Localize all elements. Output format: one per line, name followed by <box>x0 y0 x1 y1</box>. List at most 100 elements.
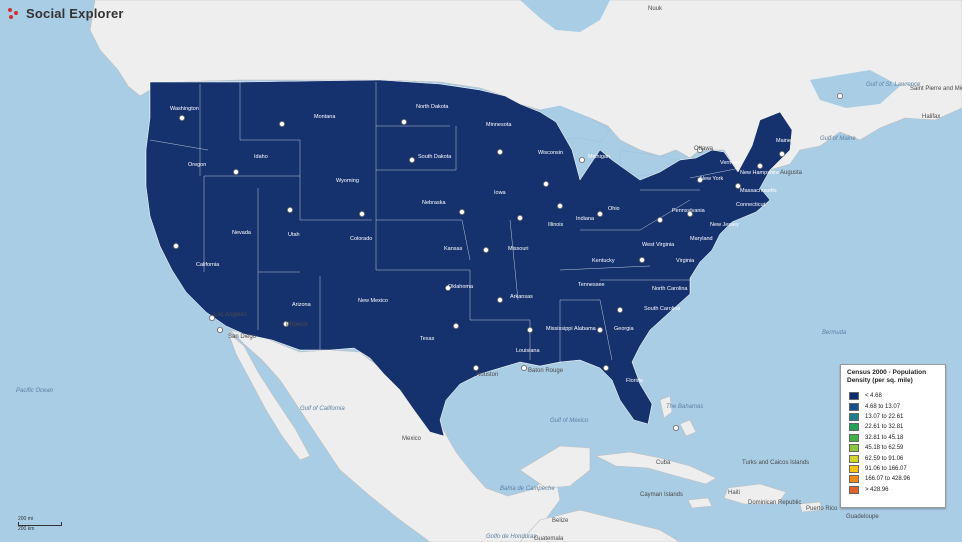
state-label: Arkansas <box>510 294 533 300</box>
hudson-bay <box>520 0 610 32</box>
city-label: Ottawa <box>694 146 714 152</box>
city-markers <box>172 93 844 431</box>
state-label: Arizona <box>292 302 312 308</box>
state-label: California <box>196 262 220 268</box>
state-label: Massachusetts <box>740 188 777 194</box>
state-label: Ohio <box>608 206 620 212</box>
state-label: Idaho <box>254 154 268 160</box>
state-label: Maine <box>776 138 791 144</box>
city-label: San Diego <box>228 334 257 340</box>
state-label: Michigan <box>588 154 610 160</box>
state-label: Indiana <box>576 216 595 222</box>
state-label: South Dakota <box>418 154 452 160</box>
state-label: Utah <box>288 232 300 238</box>
yucatan <box>519 445 591 489</box>
city-marker-icon <box>779 150 786 157</box>
city-marker-icon <box>579 156 586 163</box>
state-label: Washington <box>170 106 199 112</box>
city-marker-icon <box>543 180 550 187</box>
city-marker-icon <box>286 206 293 213</box>
city-marker-icon <box>458 208 465 215</box>
central-america <box>519 509 681 542</box>
state-label: Florida <box>626 378 644 384</box>
state-label: Kansas <box>444 246 463 252</box>
city-marker-icon <box>639 256 646 263</box>
state-label: Alabama <box>574 326 597 332</box>
city-marker-icon <box>517 214 524 221</box>
jamaica <box>687 497 713 509</box>
state-label: Kentucky <box>592 258 615 264</box>
state-label: Iowa <box>494 190 507 196</box>
state-label: New York <box>700 176 723 182</box>
state-label: Montana <box>314 114 336 120</box>
city-marker-icon <box>697 176 704 183</box>
state-boundaries <box>149 82 741 362</box>
city-marker-icon <box>452 322 459 329</box>
state-label: North Carolina <box>652 286 688 292</box>
city-marker-icon <box>408 156 415 163</box>
state-label: Colorado <box>350 236 372 242</box>
city-marker-icon <box>527 326 534 333</box>
city-marker-icon <box>178 115 185 122</box>
state-label: New Jersey <box>710 222 739 228</box>
state-label: Vermont <box>720 160 741 166</box>
city-marker-icon <box>400 119 407 126</box>
state-label: Connecticut <box>736 202 766 208</box>
cuba <box>594 451 717 485</box>
city-label: Phoenix <box>286 322 308 328</box>
city-marker-icon <box>232 168 239 175</box>
state-label: Minnesota <box>486 122 512 128</box>
state-label: Pennsylvania <box>672 208 706 214</box>
city-label: Augusta <box>780 170 803 176</box>
state-label: Wyoming <box>336 178 359 184</box>
st-lawrence-gulf <box>810 70 900 108</box>
map-labels: Washington Oregon Idaho Montana Wyoming Nevad… <box>16 6 962 542</box>
city-label: Halifax <box>922 114 940 120</box>
state-label: Oregon <box>188 162 206 168</box>
city-marker-icon <box>597 210 604 217</box>
state-label: New Mexico <box>358 298 388 304</box>
puerto-rico <box>799 501 823 513</box>
bahamas <box>659 395 697 437</box>
city-label: Baton Rouge <box>528 368 564 374</box>
state-label: Oklahoma <box>448 284 474 290</box>
city-marker-icon <box>557 202 564 209</box>
city-marker-icon <box>673 424 680 431</box>
baja-california <box>227 331 311 461</box>
city-label: Los Angeles <box>214 312 247 318</box>
city-marker-icon <box>282 320 289 327</box>
state-label: Georgia <box>614 326 635 332</box>
city-marker-icon <box>482 246 489 253</box>
state-label: Missouri <box>508 246 528 252</box>
city-marker-icon <box>358 210 365 217</box>
state-label: Illinois <box>548 222 564 228</box>
state-label: Mississippi <box>546 326 573 332</box>
state-label: Tennessee <box>578 282 605 288</box>
city-marker-icon <box>597 326 604 333</box>
city-marker-icon <box>496 296 503 303</box>
city-marker-icon <box>216 326 223 333</box>
city-marker-icon <box>496 148 503 155</box>
state-label: North Dakota <box>416 104 449 110</box>
city-marker-icon <box>837 93 844 100</box>
state-label: Nevada <box>232 230 252 236</box>
state-label: New Hampshire <box>740 170 779 176</box>
state-label: Wisconsin <box>538 150 563 156</box>
city-marker-icon <box>687 210 694 217</box>
city-marker-icon <box>444 284 451 291</box>
city-marker-icon <box>521 364 528 371</box>
state-label: Maryland <box>690 236 713 242</box>
state-label: Texas <box>420 336 435 342</box>
city-marker-icon <box>697 146 704 153</box>
city-marker-icon <box>278 121 285 128</box>
hispaniola <box>723 483 787 505</box>
state-label: Virginia <box>676 258 695 264</box>
city-marker-icon <box>472 364 479 371</box>
city-marker-icon <box>735 182 742 189</box>
city-marker-icon <box>208 314 215 321</box>
city-label: Houston <box>476 372 498 378</box>
city-marker-icon <box>603 364 610 371</box>
state-label: South Carolina <box>644 306 681 312</box>
city-marker-icon <box>617 306 624 313</box>
